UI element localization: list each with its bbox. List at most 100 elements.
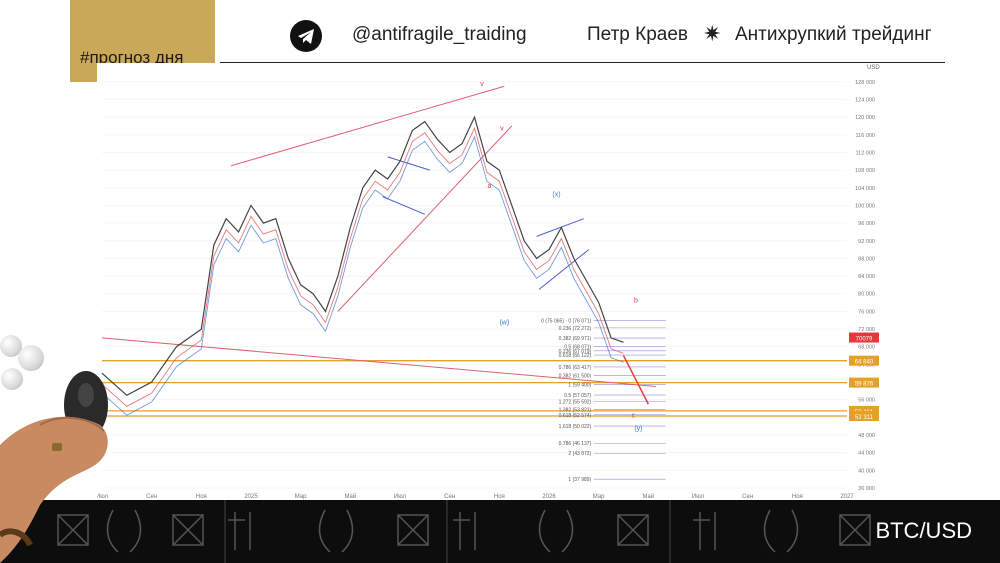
ring-icon: [52, 443, 62, 451]
y-tick-label: 80 000: [858, 292, 875, 298]
price-tag-label: 70079: [856, 337, 873, 343]
ticker-label: BTC/USD: [875, 518, 972, 543]
flag-line: [387, 156, 430, 171]
bracelet-icon: [0, 528, 33, 547]
x-tick-label: Июл: [692, 494, 705, 500]
x-tick-label: Ноя: [792, 494, 803, 500]
price-tag-label: 59 876: [855, 382, 874, 388]
y-tick-label: 48 000: [858, 433, 875, 439]
header-divider: [220, 62, 945, 63]
y-tick-label: 128 000: [855, 80, 875, 86]
y-tick-label: 88 000: [858, 256, 875, 262]
fib-level-label: 0.618 (52 574): [559, 413, 592, 419]
pearl-decoration: [18, 345, 44, 371]
fib-level-label: 1.272 (55 592): [559, 400, 592, 406]
y-tick-label: 72 000: [858, 327, 875, 333]
author-name: Петр Краев: [587, 24, 689, 45]
price-tag-label: 52 311: [855, 415, 874, 421]
laurel-icon: [129, 509, 142, 553]
channel-line: [538, 249, 590, 290]
fib-level-label: 0.236 (72 272): [559, 326, 592, 332]
wave-label: b: [634, 298, 638, 305]
laurel-icon: [106, 509, 119, 553]
fib-level-label: 1.382 (53 821): [559, 407, 592, 413]
pearl-decoration: [0, 335, 22, 357]
y-tick-label: 92 000: [858, 239, 875, 245]
price-tag: [849, 377, 879, 388]
x-tick-label: Сен: [742, 494, 753, 500]
currency-label: USD: [867, 65, 880, 71]
x-axis: Июл Сен Ноя 2025 Мар Май Июл Сен Ноя 2026 Мар Май Ию…: [96, 493, 854, 500]
project-name: Антихрупкий трейдинг: [735, 24, 932, 45]
x-tick-label: Сен: [444, 494, 455, 500]
trend-line-upper: [230, 85, 505, 167]
fib-level-label: 0.786 (46 137): [559, 441, 592, 447]
x-tick-label: 2025: [244, 494, 258, 500]
price-tag: [849, 410, 879, 421]
wave-label: c: [632, 412, 636, 419]
y-tick-label: 104 000: [855, 186, 875, 192]
price-line: [101, 115, 624, 397]
y-tick-label: 120 000: [855, 115, 875, 121]
footer-band: BTC/USD: [0, 500, 1000, 563]
chart-svg: USD 0 (75 065) · 0 (76 071)0.236 (72 272…: [96, 65, 880, 500]
fib-level-label: 0.382 (69 971): [559, 336, 592, 342]
ornament-square: [57, 514, 89, 546]
x-tick-label: Мар: [593, 494, 605, 500]
channel-handle[interactable]: @antifragile_traiding: [352, 24, 527, 45]
forecast-tag-label: #прогноз дня: [80, 48, 184, 67]
x-tick-label: Ноя: [494, 494, 505, 500]
wave-label: (y): [634, 426, 642, 433]
price-tag-label: 64 840: [855, 360, 874, 366]
wave-label: (x): [552, 192, 560, 199]
fib-level-label: 0.786 (63 417): [559, 365, 592, 371]
wave-label: v: [480, 81, 484, 88]
fib-level-label: 0 (75 065) · 0 (76 071): [541, 319, 591, 325]
wave-label: (w): [499, 320, 509, 327]
x-tick-label: 2027: [840, 494, 854, 500]
fibonacci-levels: 0 (75 065) · 0 (76 071)0.236 (72 272) 0.3…: [541, 319, 666, 483]
y-tick-label: 112 000: [856, 150, 875, 156]
y-tick-label: 124 000: [855, 97, 875, 103]
price-chart[interactable]: USD 0 (75 065) · 0 (76 071) 0.236 (72 272…: [96, 63, 885, 500]
moving-average-line: [101, 126, 624, 407]
hand-shape: [0, 416, 108, 563]
x-tick-label: 2026: [542, 494, 556, 500]
price-tag: [849, 332, 879, 343]
y-tick-label: 36 000: [858, 486, 875, 492]
price-tag: [849, 355, 879, 366]
hand-with-mouse-image: [0, 371, 108, 563]
x-tick-label: Май: [344, 493, 356, 500]
x-tick-label: Май: [642, 493, 654, 500]
y-tick-label: 44 000: [858, 451, 875, 457]
support-levels: [102, 360, 847, 417]
x-tick-label: Мар: [295, 494, 307, 500]
moving-average-line: [101, 135, 624, 416]
price-tag: [849, 405, 879, 416]
wave-labels: v v a (x) (w) b c (y): [480, 81, 642, 432]
footer-ornaments: [57, 500, 871, 563]
wave-label: a: [487, 183, 491, 190]
y-tick-label: 116 000: [856, 133, 875, 139]
y-tick-label: 56 000: [858, 398, 875, 404]
fib-level-label: 1.618 (50 022): [559, 424, 592, 430]
trend-line-support: [337, 125, 513, 312]
wave-label: v: [500, 125, 504, 132]
x-tick-label: Ноя: [196, 494, 207, 500]
trend-lines: [101, 85, 656, 405]
x-tick-label: Июл: [97, 494, 109, 500]
pearl-decoration: [1, 368, 23, 390]
telegram-icon: [290, 20, 322, 52]
grid: [102, 81, 847, 489]
fib-level-label: 0.236 (67 079): [559, 349, 592, 355]
y-tick-label: 108 000: [855, 168, 875, 174]
ornament-cross: [57, 514, 89, 546]
y-tick-label: 84 000: [858, 274, 875, 280]
fib-level-label: 0.5 (68 071): [564, 344, 591, 350]
price-series: [101, 115, 624, 416]
fib-level-label: 2 (43 872): [568, 451, 591, 457]
channel-line: [536, 218, 584, 237]
target-arrow: [622, 355, 650, 405]
y-tick-label: 76 000: [858, 309, 875, 315]
